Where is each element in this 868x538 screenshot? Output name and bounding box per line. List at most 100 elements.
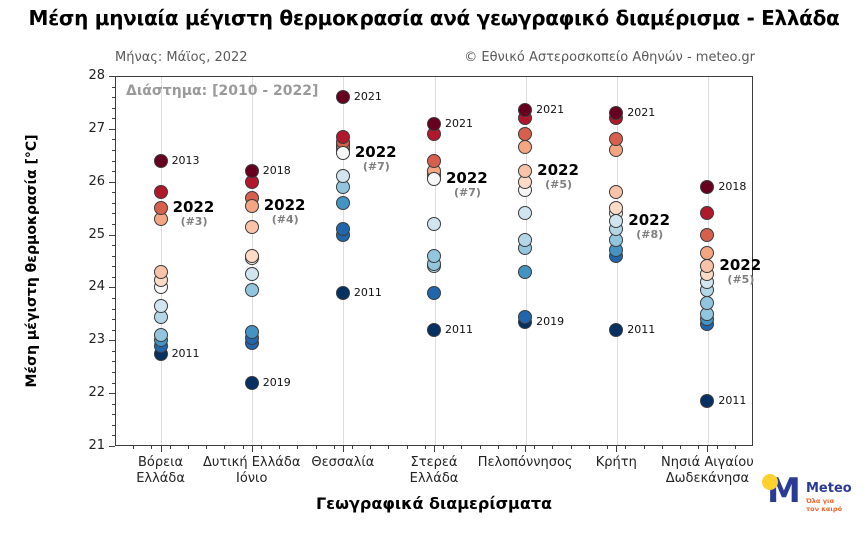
x-axis-title: Γεωγραφικά διαμερίσματα (315, 494, 553, 513)
data-point (244, 164, 259, 179)
data-point (153, 185, 168, 200)
x-axis-minor-tick (133, 446, 135, 449)
x-axis-category-label: Κρήτη (595, 455, 637, 470)
x-axis-minor-tick (151, 446, 153, 449)
x-axis-tick (251, 446, 253, 452)
logo-tagline-line1: Όλα για (806, 497, 835, 505)
page-title: Μέση μηνιαία μέγιστη θερμοκρασία ανά γεω… (28, 6, 840, 30)
month-subtitle: Μήνας: Μάϊος, 2022 (115, 50, 248, 65)
x-axis-tick (707, 446, 709, 452)
data-point (427, 248, 441, 263)
logo-tagline: Όλα για τον καιρό (806, 497, 842, 513)
annotation-2022: 2022 (628, 211, 671, 230)
y-axis-minor-tick (112, 107, 115, 109)
x-axis-category-label: Νησιά Αιγαίου Δωδεκάνησα (661, 455, 754, 486)
year-annotation: 2021 (536, 103, 565, 117)
year-annotation: 2011 (445, 322, 473, 336)
y-axis-minor-tick (112, 245, 115, 247)
x-axis-minor-tick (443, 446, 445, 449)
data-point (335, 285, 350, 300)
x-axis-minor-tick (333, 446, 335, 449)
data-point (609, 185, 624, 200)
data-point (427, 116, 441, 131)
x-axis-category-label: Πελοπόννησος (477, 455, 573, 470)
y-axis-tick (109, 76, 115, 77)
y-axis-minor-tick (112, 213, 115, 215)
data-point (609, 106, 624, 120)
x-axis-minor-tick (479, 446, 481, 449)
annotation-2022: 2022 (446, 169, 488, 188)
y-axis-minor-tick (112, 414, 115, 416)
data-point (244, 283, 259, 298)
year-range-label: Διάστημα: [2010 - 2022] (126, 83, 319, 99)
column-gridline (525, 77, 527, 445)
x-axis-minor-tick (534, 446, 536, 449)
y-axis-minor-tick (112, 350, 115, 352)
x-axis-minor-tick (206, 446, 208, 449)
year-annotation: 2011 (627, 322, 656, 336)
data-point (244, 248, 259, 263)
annotation-2022: 2022 (719, 256, 762, 275)
meteo-logo: M Meteo Όλα για τον καιρό (762, 474, 862, 526)
year-annotation: 2018 (262, 164, 291, 178)
data-point (335, 90, 350, 105)
y-axis-tick-label: 26 (88, 173, 105, 189)
data-point-2022 (700, 259, 715, 274)
x-axis-minor-tick (169, 446, 171, 449)
y-axis-minor-tick (112, 276, 115, 278)
data-point (153, 298, 168, 313)
year-annotation: 2011 (718, 394, 747, 408)
y-axis-minor-tick (112, 372, 115, 373)
x-axis-minor-tick (516, 446, 518, 449)
x-axis-category-label: Βόρεια Ελλάδα (136, 455, 185, 486)
x-axis-minor-tick (698, 446, 700, 449)
y-axis-minor-tick (112, 192, 115, 194)
y-axis-title: Μέση μέγιστη θερμοκρασία [°C] (24, 134, 40, 388)
x-axis-minor-tick (242, 446, 244, 449)
y-axis-tick-label: 22 (88, 385, 105, 401)
data-point (335, 222, 350, 237)
data-point (609, 322, 624, 337)
copyright-attribution: © Εθνικό Αστεροσκοπείο Αθηνών - meteo.gr (464, 50, 755, 65)
y-axis-tick (109, 340, 115, 342)
data-point (518, 232, 533, 247)
year-annotation: 2019 (536, 314, 565, 328)
y-axis-minor-tick (112, 139, 115, 141)
data-point-2022 (335, 145, 350, 160)
x-axis-minor-tick (461, 446, 463, 449)
annotation-2022-rank: (#5) (727, 273, 755, 287)
x-axis-minor-tick (643, 446, 645, 449)
data-point (518, 264, 533, 279)
year-annotation: 2021 (445, 116, 473, 130)
logo-brand-text: Meteo (806, 481, 852, 496)
x-axis-minor-tick (424, 446, 426, 449)
y-axis-tick (109, 393, 115, 395)
x-axis-tick (616, 446, 618, 452)
y-axis-tick (109, 128, 115, 130)
annotation-2022-rank: (#7) (454, 186, 481, 200)
data-point (427, 153, 441, 168)
x-axis-minor-tick (734, 446, 736, 449)
data-point (244, 267, 259, 282)
x-axis-tick (342, 446, 344, 452)
y-axis-minor-tick (112, 255, 115, 257)
x-axis-tick (434, 446, 435, 452)
y-axis-minor-tick (112, 160, 115, 162)
year-annotation: 2011 (171, 346, 200, 360)
y-axis-minor-tick (112, 435, 115, 437)
x-axis-minor-tick (607, 446, 609, 449)
y-axis-minor-tick (112, 403, 115, 405)
data-point (427, 285, 441, 300)
x-axis-minor-tick (187, 446, 189, 449)
data-point-2022 (518, 164, 533, 179)
data-point (244, 219, 259, 234)
year-annotation: 2019 (262, 375, 291, 389)
data-point (335, 169, 350, 184)
y-axis-minor-tick (112, 202, 115, 204)
x-axis-tick (160, 446, 162, 452)
column-gridline (343, 77, 345, 445)
y-axis-minor-tick (112, 424, 115, 426)
data-point-2022 (244, 198, 259, 213)
data-point (335, 195, 350, 210)
data-point (153, 153, 168, 168)
